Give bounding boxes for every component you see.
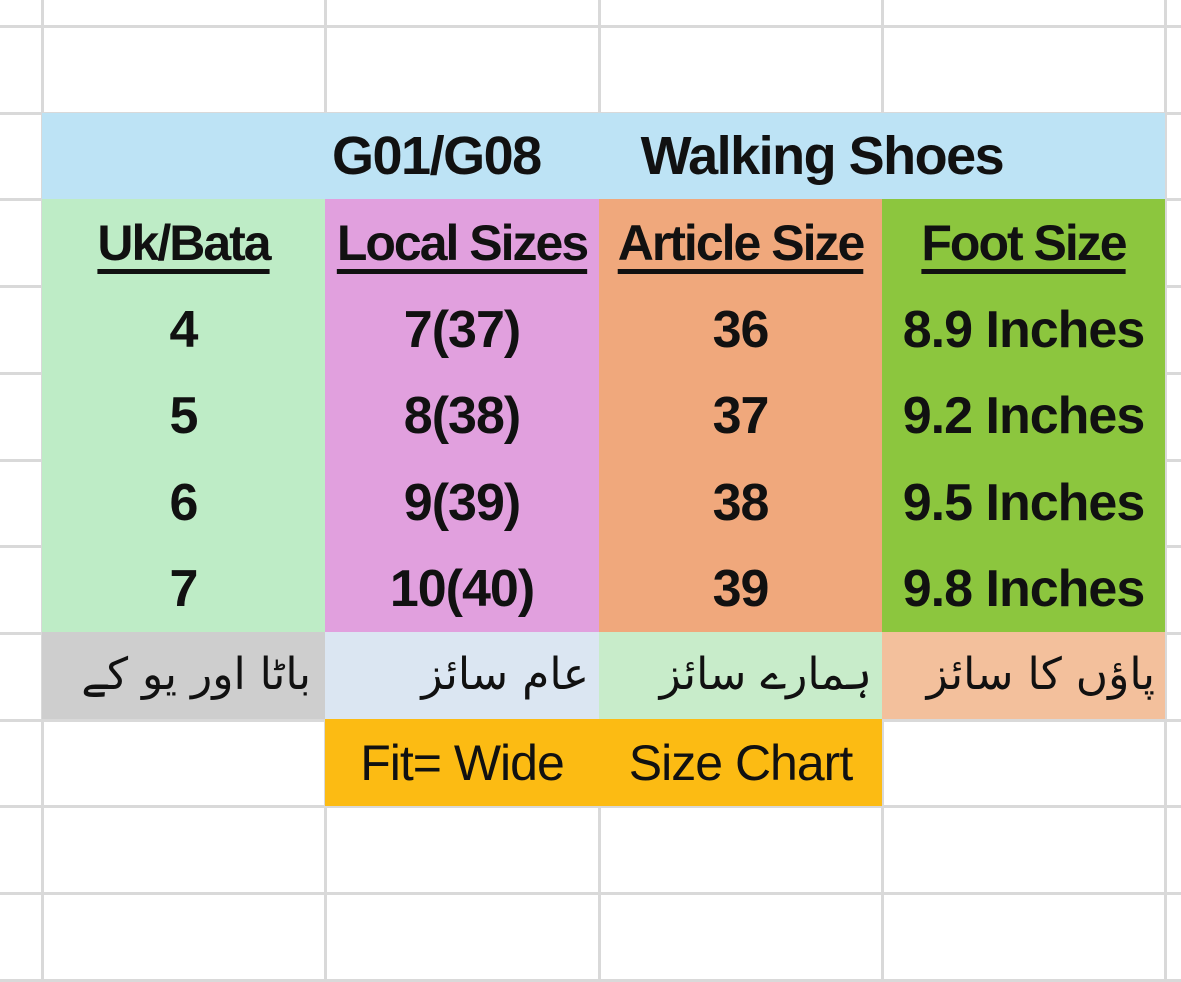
- fit-wide-cell[interactable]: Fit= Wide: [325, 719, 599, 806]
- cell-foot-size-r2[interactable]: 9.2 Inches: [882, 373, 1165, 459]
- product-code: G01/G08: [332, 126, 542, 186]
- cell-local-size-r4[interactable]: 10(40): [325, 546, 599, 632]
- cell-foot-size-r1[interactable]: 8.9 Inches: [882, 286, 1165, 373]
- column-header-foot-size[interactable]: Foot Size: [882, 199, 1165, 286]
- urdu-caption-local-sizes[interactable]: عام سائز: [325, 632, 599, 719]
- gridline: [1164, 0, 1167, 981]
- size-table: Uk/Bata Local Sizes Article Size Foot Si…: [42, 199, 1165, 719]
- cell-local-size-r2[interactable]: 8(38): [325, 373, 599, 459]
- urdu-caption-article-size[interactable]: ہمارے سائز: [599, 632, 882, 719]
- urdu-caption-foot-size[interactable]: پاؤں کا سائز: [882, 632, 1165, 719]
- title-cell[interactable]: G01/G08 Walking Shoes: [42, 113, 1165, 199]
- cell-uk-bata-r4[interactable]: 7: [42, 546, 325, 632]
- column-header-uk-bata[interactable]: Uk/Bata: [42, 199, 325, 286]
- column-header-local-sizes[interactable]: Local Sizes: [325, 199, 599, 286]
- gridline: [0, 805, 1181, 808]
- urdu-caption-uk-bata[interactable]: باٹا اور یو کے: [42, 632, 325, 719]
- cell-uk-bata-r3[interactable]: 6: [42, 459, 325, 546]
- cell-foot-size-r3[interactable]: 9.5 Inches: [882, 459, 1165, 546]
- cell-article-size-r2[interactable]: 37: [599, 373, 882, 459]
- product-name: Walking Shoes: [640, 126, 1005, 186]
- footer-row: Fit= Wide Size Chart: [325, 719, 882, 806]
- cell-local-size-r3[interactable]: 9(39): [325, 459, 599, 546]
- size-chart-cell[interactable]: Size Chart: [599, 719, 882, 806]
- cell-article-size-r4[interactable]: 39: [599, 546, 882, 632]
- cell-article-size-r3[interactable]: 38: [599, 459, 882, 546]
- cell-foot-size-r4[interactable]: 9.8 Inches: [882, 546, 1165, 632]
- cell-local-size-r1[interactable]: 7(37): [325, 286, 599, 373]
- cell-uk-bata-r1[interactable]: 4: [42, 286, 325, 373]
- cell-article-size-r1[interactable]: 36: [599, 286, 882, 373]
- gridline: [0, 892, 1181, 895]
- gridline: [0, 25, 1181, 28]
- cell-uk-bata-r2[interactable]: 5: [42, 373, 325, 459]
- column-header-article-size[interactable]: Article Size: [599, 199, 882, 286]
